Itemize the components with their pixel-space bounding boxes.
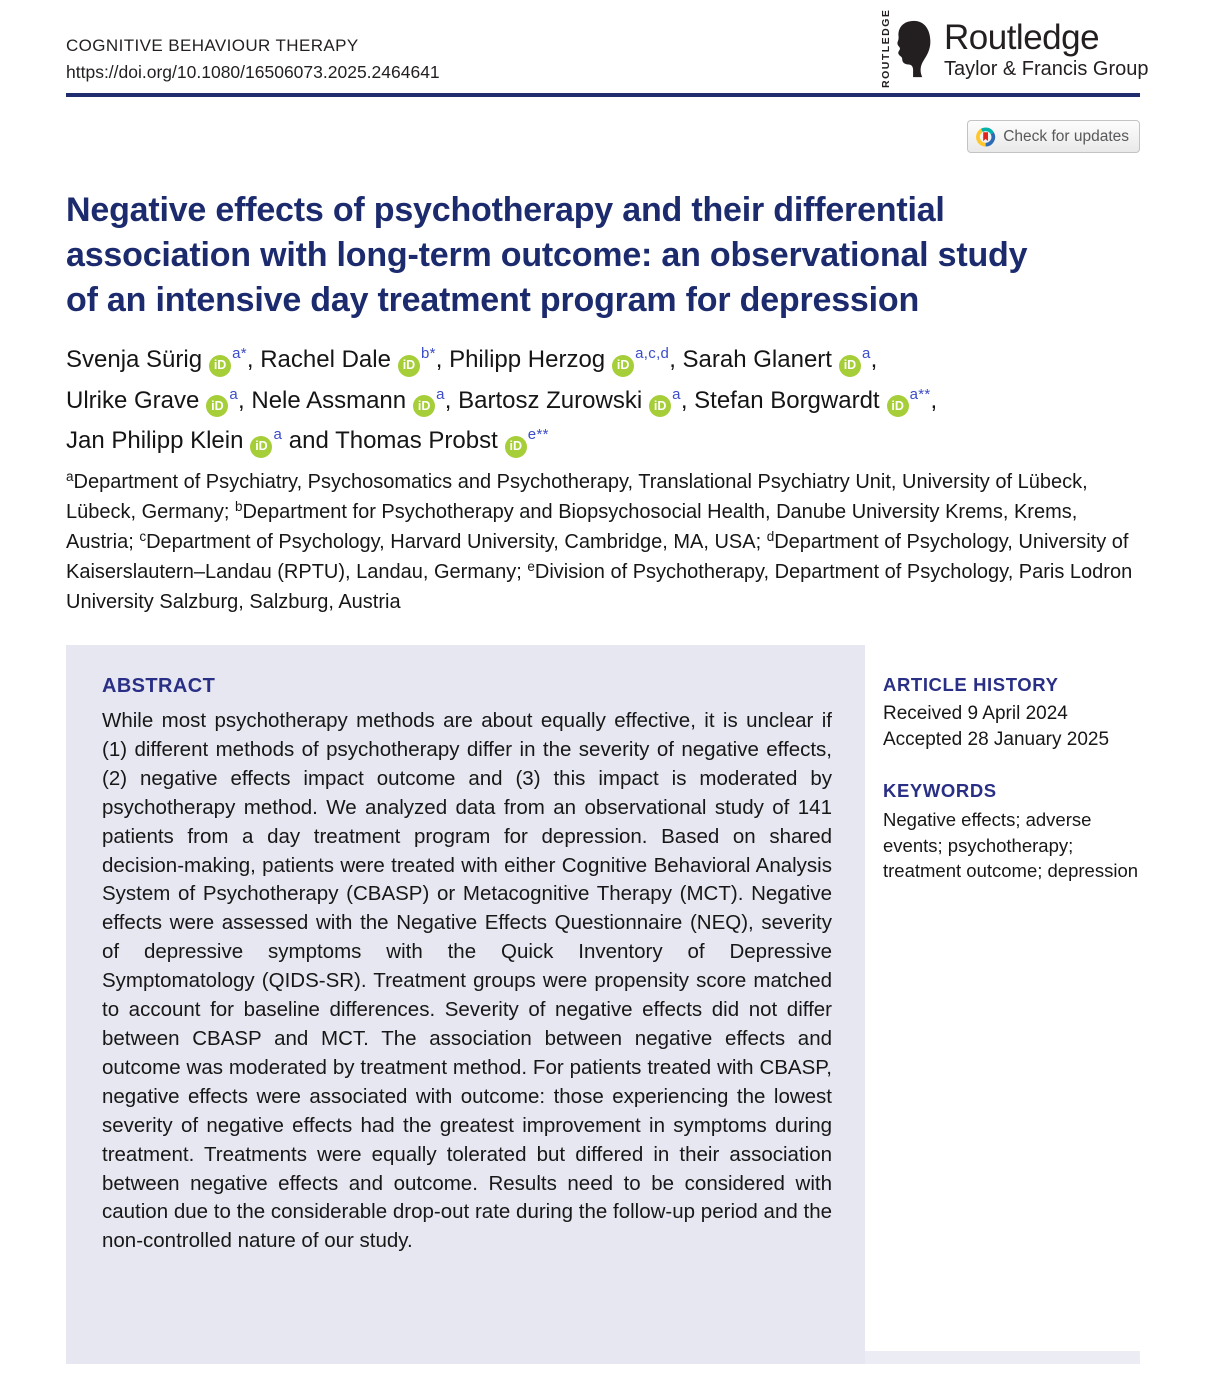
orcid-id-icon[interactable]: iD: [397, 354, 420, 377]
author-line: Svenja Sürig iDa*, Rachel Dale iDb*, Phili…: [66, 341, 1176, 382]
affiliation-superscript: b: [234, 499, 243, 514]
affiliations: aDepartment of Psychiatry, Psychosomatic…: [66, 469, 1133, 613]
routledge-vertical-wordmark: ROUTLEDGE: [880, 8, 892, 88]
routledge-logo-text: Routledge Taylor & Francis Group: [944, 14, 1149, 82]
author-name: Nele Assmann: [251, 386, 407, 414]
orcid-id-icon[interactable]: iD: [250, 435, 273, 458]
author-affiliation-superscript: a: [861, 345, 871, 362]
author-name: Svenja Sürig: [66, 346, 203, 373]
author-line: Ulrike Grave iDa, Nele Assmann iDa, Bartos…: [66, 382, 1176, 423]
keywords-text: Negative effects; adverse events; psycho…: [883, 809, 1139, 881]
header-divider: [66, 93, 1140, 97]
keywords-heading: KEYWORDS: [883, 780, 997, 801]
publisher-group: Taylor & Francis Group: [944, 58, 1149, 80]
affiliation-superscript: a: [66, 469, 74, 484]
author-affiliation-superscript: a: [229, 385, 239, 403]
orcid-id-icon[interactable]: iD: [206, 395, 229, 418]
author-affiliation-superscript: a*: [232, 345, 247, 362]
journal-header: COGNITIVE BEHAVIOUR THERAPY https://doi.…: [66, 33, 440, 85]
check-for-updates-button[interactable]: Check for updates: [967, 120, 1140, 153]
article-info-sidebar: ARTICLE HISTORY Received 9 April 2024 Ac…: [883, 674, 1141, 884]
accepted-date: Accepted 28 January 2025: [883, 729, 1110, 750]
author-affiliation-superscript: a**: [909, 385, 931, 403]
affiliation-superscript: d: [766, 529, 775, 544]
orcid-id-icon[interactable]: iD: [504, 435, 527, 458]
author-name: Rachel Dale: [260, 346, 391, 373]
abstract-box: ABSTRACT While most psychotherapy method…: [66, 645, 865, 1364]
orcid-id-icon[interactable]: iD: [838, 354, 861, 377]
author-name: Bartosz Zurowski: [458, 386, 643, 414]
author-affiliation-superscript: b*: [420, 345, 436, 362]
affiliation-superscript: c: [139, 529, 147, 544]
author-affiliation-superscript: a: [436, 385, 445, 403]
received-date: Received 9 April 2024: [883, 703, 1068, 724]
article-history-heading: ARTICLE HISTORY: [883, 674, 1059, 695]
routledge-head-icon: [897, 20, 931, 78]
author-affiliation-superscript: e**: [527, 426, 549, 443]
article-title: Negative effects of psychotherapy and th…: [66, 188, 1166, 323]
routledge-logo: ROUTLEDGE Routledge Taylor & Francis Gro…: [880, 8, 1149, 88]
orcid-id-icon[interactable]: iD: [649, 395, 672, 418]
author-affiliation-superscript: a,c,d: [635, 345, 670, 362]
author-name: Sarah Glanert: [682, 346, 832, 373]
check-for-updates-label: Check for updates: [1003, 127, 1129, 145]
abstract-text: While most psychotherapy methods are abo…: [102, 709, 832, 1253]
author-line: Jan Philipp Klein iDa and Thomas Probst iD…: [66, 422, 1176, 463]
article-title-line: of an intensive day treatment program fo…: [66, 281, 920, 319]
author-name: Ulrike Grave: [66, 386, 200, 414]
doi-link[interactable]: https://doi.org/10.1080/16506073.2025.24…: [66, 62, 440, 82]
author-affiliation-superscript: a: [273, 426, 283, 443]
author-name: Stefan Borgwardt: [694, 386, 880, 414]
author-name: Jan Philipp Klein: [66, 427, 244, 454]
crossmark-icon: [976, 126, 996, 147]
article-title-line: association with long-term outcome: an o…: [66, 236, 1028, 274]
article-title-line: Negative effects of psychotherapy and th…: [66, 191, 945, 229]
orcid-id-icon[interactable]: iD: [209, 354, 232, 377]
author-affiliation-superscript: a: [672, 385, 681, 403]
orcid-id-icon[interactable]: iD: [886, 395, 909, 418]
journal-title: COGNITIVE BEHAVIOUR THERAPY: [66, 36, 359, 55]
abstract-heading: ABSTRACT: [102, 675, 216, 697]
orcid-id-icon[interactable]: iD: [612, 354, 635, 377]
author-name: Philipp Herzog: [449, 346, 606, 373]
orcid-id-icon[interactable]: iD: [413, 395, 436, 418]
author-name: Thomas Probst: [335, 427, 498, 454]
affiliation-superscript: e: [527, 559, 535, 574]
publisher-name: Routledge: [944, 18, 1100, 57]
author-list: Svenja Sürig iDa*, Rachel Dale iDb*, Phili…: [66, 341, 1176, 463]
